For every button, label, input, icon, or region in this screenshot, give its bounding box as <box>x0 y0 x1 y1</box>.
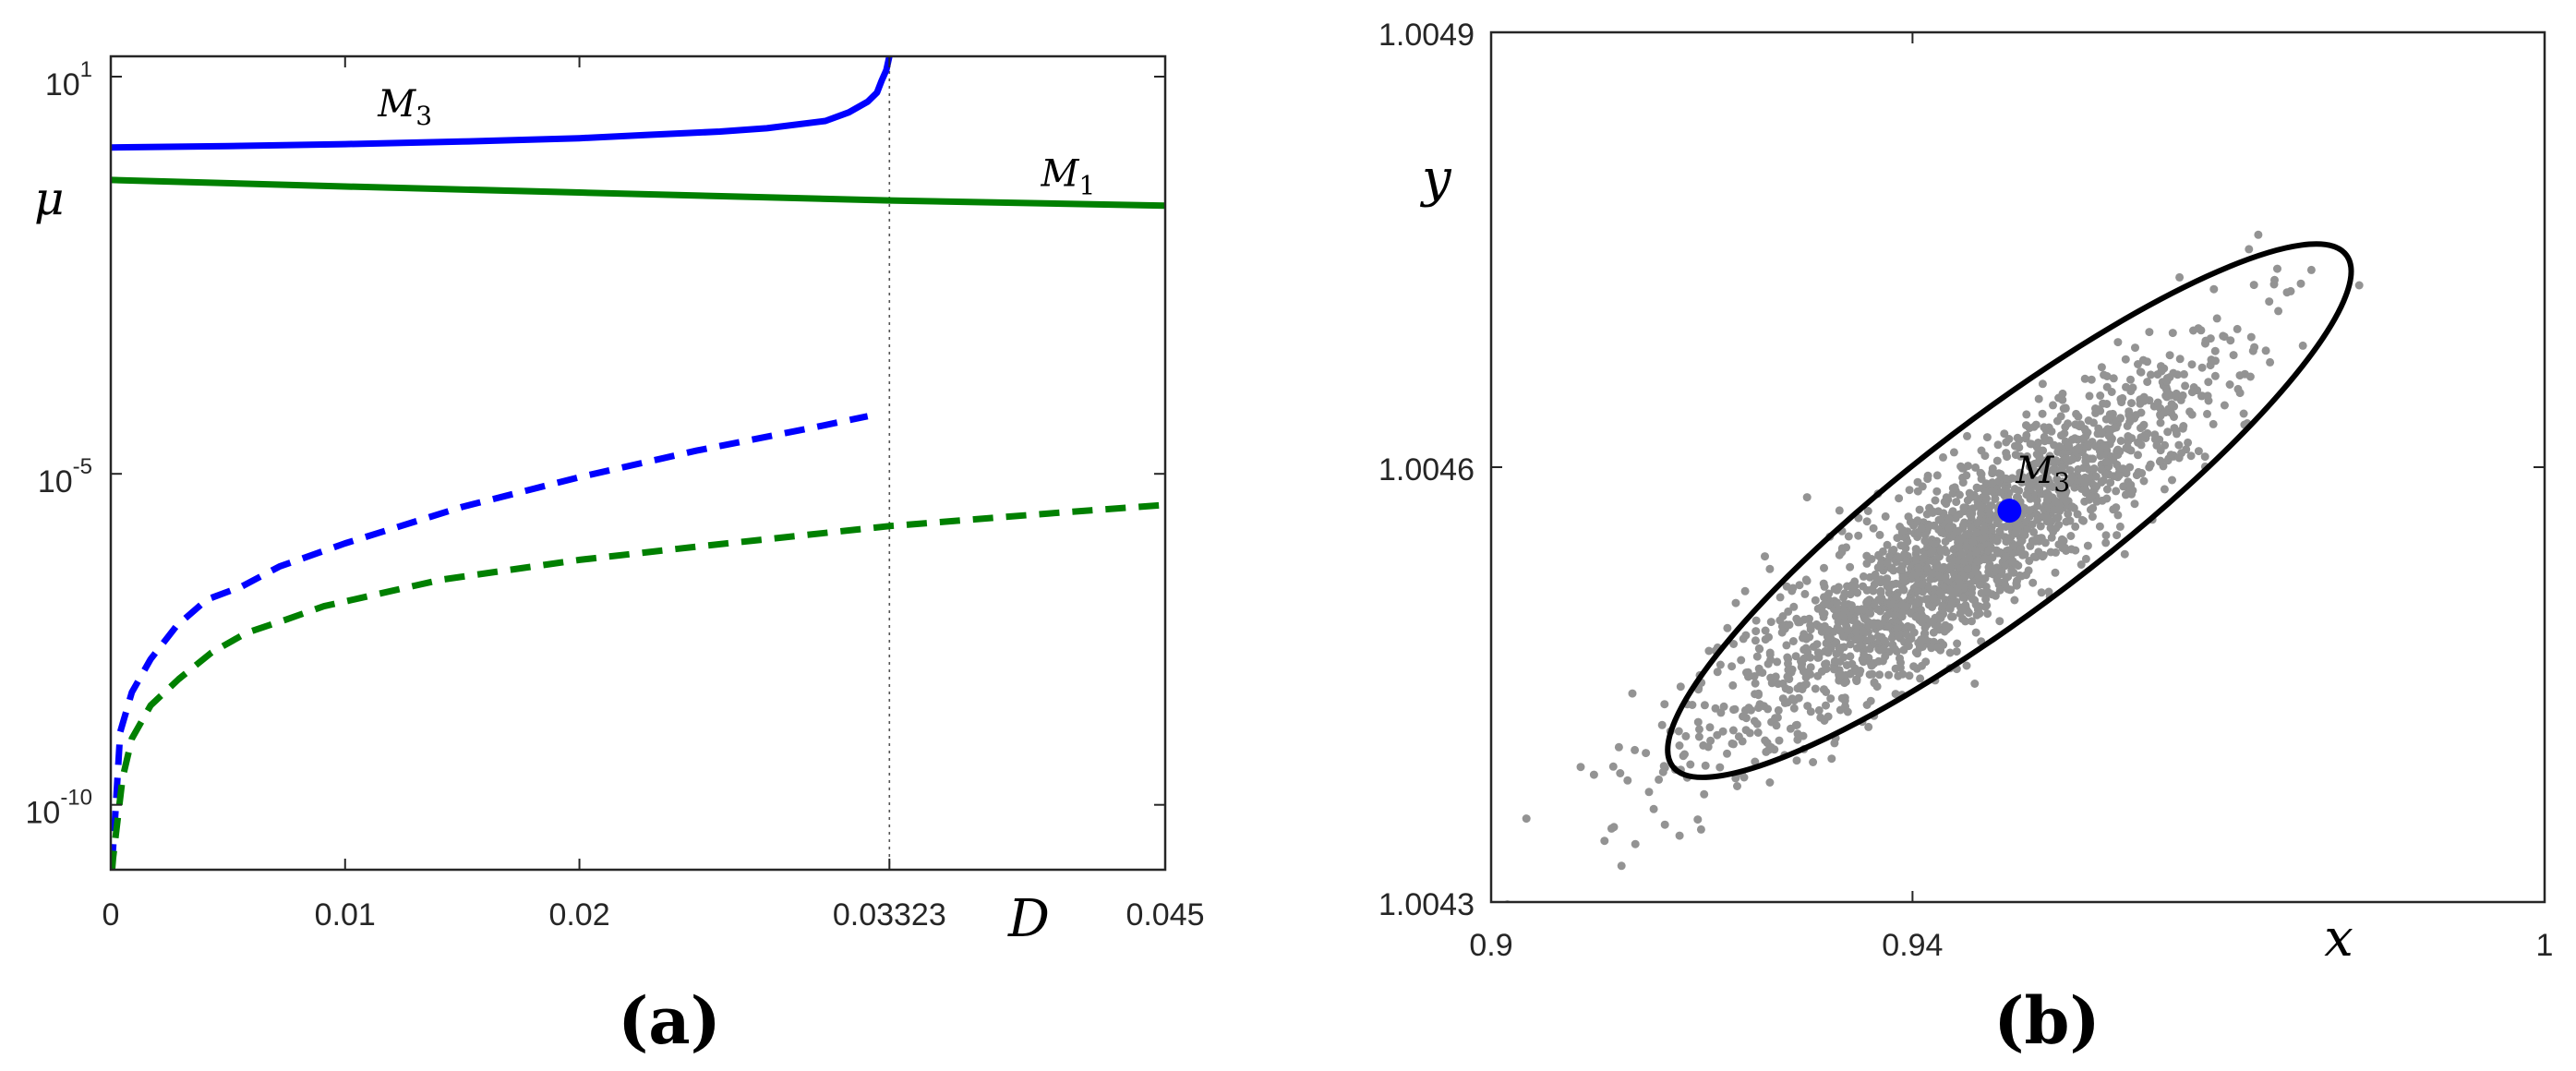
panel-b-label: (b) <box>1993 982 2100 1059</box>
series-line-3 <box>111 501 1165 870</box>
sample-scatter <box>1503 230 2364 902</box>
y-tick-label: 1.0049 <box>1378 18 1475 53</box>
series-line-2 <box>111 413 869 865</box>
x-tick-label: 0.045 <box>1125 897 1204 933</box>
x-tick-label: 0 <box>102 897 120 933</box>
y-tick-label: 10-10 <box>25 786 92 831</box>
x-tick-label: 0.02 <box>548 897 609 933</box>
panel-a-label: (a) <box>618 982 721 1059</box>
panel-a-chart: 0 0.01 0.02 0.03323 0.045 101 10-5 10-10 μ D M3 M1 <box>25 54 1205 949</box>
y-tick-label: 1.0043 <box>1378 887 1475 922</box>
axes-frame <box>109 54 1167 872</box>
series-line-1 <box>111 176 1165 210</box>
x-axis-label: x <box>2324 909 2353 969</box>
curve-label-m1: M1 <box>1040 152 1095 200</box>
x-tick-label: 0.01 <box>315 897 376 933</box>
y-tick-label: 10-5 <box>38 454 92 499</box>
y-axis-label: y <box>1419 149 1452 209</box>
series-line-0 <box>111 56 893 151</box>
x-tick-label: 0.9 <box>1469 928 1512 963</box>
y-tick-label: 1.0046 <box>1378 452 1475 487</box>
curve-label-m3: M3 <box>377 83 432 131</box>
confidence-ellipse <box>1665 241 2354 780</box>
y-axis-label: μ <box>34 172 65 225</box>
m3-point <box>1997 499 2022 523</box>
y-tick-label: 101 <box>45 57 92 102</box>
x-tick-label: 1 <box>2536 928 2554 963</box>
x-tick-label: 0.94 <box>1882 928 1943 963</box>
x-tick-label: 0.03323 <box>833 897 946 933</box>
x-axis-label: D <box>1007 889 1050 949</box>
